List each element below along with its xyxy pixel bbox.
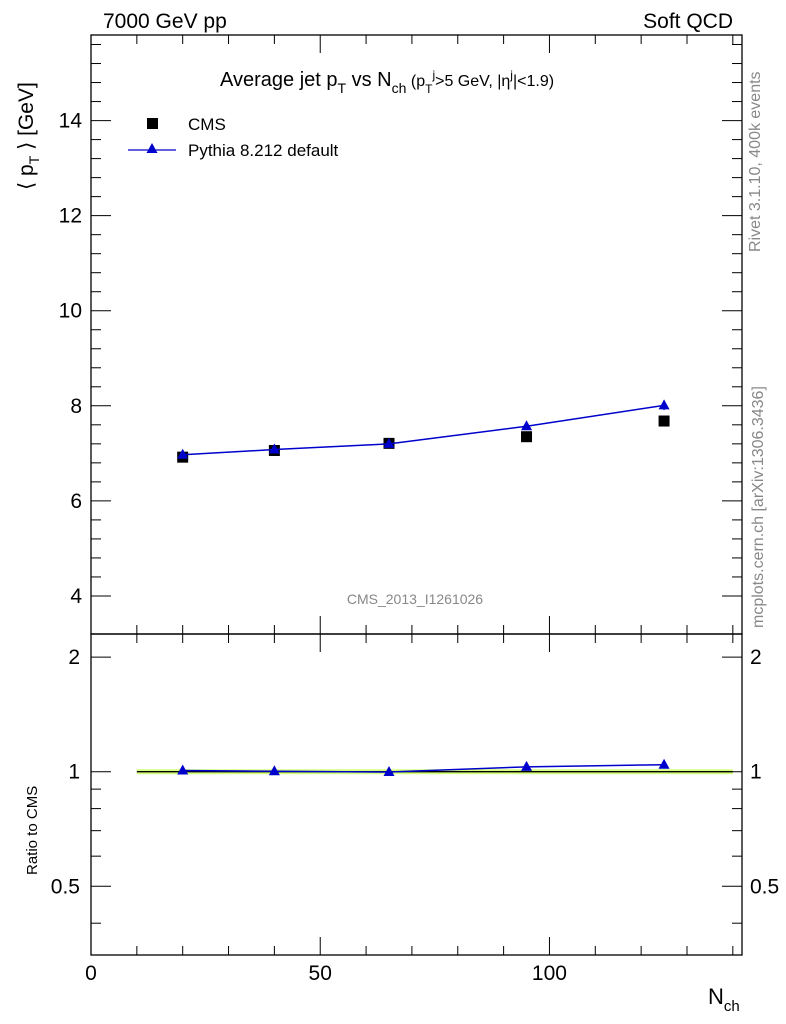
ratio-y-tick-label: 0.5: [51, 875, 80, 898]
main-ylabel: ⟨ pT ⟩ [GeV]: [15, 82, 42, 190]
ratio-y-tick-label: 1: [68, 761, 80, 784]
analysis-watermark: CMS_2013_I1261026: [347, 591, 483, 607]
xlabel: Nch: [708, 984, 740, 1015]
mcplots-label: mcplots.cern.ch [arXiv:1306.3436]: [750, 386, 767, 628]
ratio-y-tick-label-right: 0.5: [750, 875, 779, 898]
legend-pythia-marker: [146, 143, 158, 153]
ratio-y-tick-label-right: 2: [750, 646, 762, 669]
ratio-pythia-point: [658, 758, 670, 769]
cms-point: [658, 415, 670, 427]
legend-pythia-label: Pythia 8.212 default: [188, 141, 339, 160]
ratio-pythia-point: [521, 760, 533, 771]
rivet-label: Rivet 3.1.10, 400k events: [747, 71, 764, 252]
pythia-line: [182, 404, 665, 456]
x-tick-label: 50: [309, 962, 332, 985]
ratio-plot: 0 50 100 0.5 0.5 1 1 2 2: [51, 633, 779, 985]
legend-cms-label: CMS: [188, 115, 226, 134]
y-tick-label: 12: [59, 205, 82, 228]
main-plot: 4 6 8 10 12 14: [59, 34, 743, 635]
x-tick-label: 100: [532, 962, 567, 985]
header-right: Soft QCD: [643, 10, 733, 33]
y-tick-label: 10: [59, 300, 82, 323]
y-tick-label: 14: [59, 110, 83, 133]
legend: CMS Pythia 8.212 default: [128, 115, 339, 160]
legend-cms-marker: [147, 118, 158, 129]
pythia-point: [521, 420, 533, 431]
pythia-point: [658, 399, 670, 410]
ratio-ylabel: Ratio to CMS: [24, 786, 41, 875]
ratio-pythia-point: [177, 764, 189, 775]
ratio-y-tick-label: 2: [68, 646, 80, 669]
pythia-point: [177, 448, 189, 459]
ratio-frame: [90, 633, 743, 956]
cms-point: [521, 431, 533, 443]
ratio-pythia-point: [383, 766, 395, 777]
plot-title: Average jet pT vs Nch (pTj>5 GeV, |ηj|<1…: [220, 68, 554, 96]
ratio-y-tick-label-right: 1: [750, 761, 762, 784]
y-tick-label: 8: [70, 395, 82, 418]
header-left: 7000 GeV pp: [103, 10, 227, 33]
pythia-point: [268, 443, 280, 454]
y-tick-label: 4: [70, 585, 82, 608]
x-tick-label: 0: [85, 962, 97, 985]
y-tick-label: 6: [70, 490, 82, 513]
ratio-pythia-point: [268, 765, 280, 776]
pythia-point: [383, 437, 395, 448]
